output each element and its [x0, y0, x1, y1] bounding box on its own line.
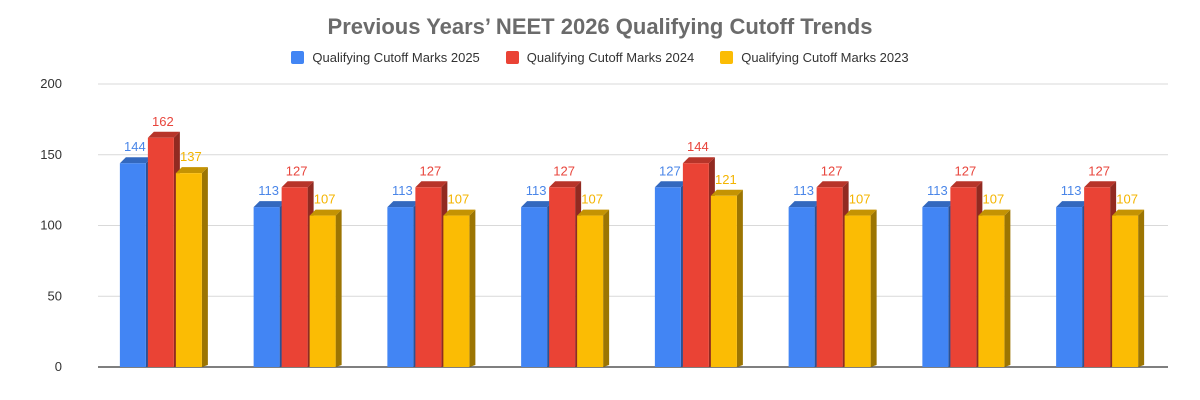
bar-2024	[682, 163, 709, 367]
legend-item-2024: Qualifying Cutoff Marks 2024	[505, 50, 695, 65]
legend-label-2023: Qualifying Cutoff Marks 2023	[741, 50, 909, 65]
data-label-2023: 107	[581, 192, 603, 207]
bar-2025	[1056, 207, 1083, 367]
bar-2023	[1112, 215, 1139, 367]
bar-side-2023	[603, 209, 610, 367]
bar-side-2023	[1004, 209, 1011, 367]
data-label-2023: 107	[448, 192, 470, 207]
data-label-2023: 137	[180, 149, 202, 164]
bar-side-2023	[1138, 209, 1145, 367]
bar-top-2025	[253, 201, 286, 208]
data-label-2025: 144	[124, 139, 146, 154]
legend-swatch-2025	[291, 51, 305, 64]
data-label-2025: 113	[392, 183, 413, 198]
data-label-2024: 127	[286, 163, 308, 178]
y-tick-label: 100	[40, 218, 62, 233]
bar-2023	[978, 215, 1005, 367]
data-label-2024: 127	[420, 163, 442, 178]
bar-2025	[119, 163, 146, 367]
data-label-2025: 113	[526, 183, 547, 198]
bar-top-2024	[281, 181, 314, 188]
bar-top-2023	[710, 189, 743, 196]
bar-2024	[281, 187, 308, 367]
bar-2024	[1084, 187, 1111, 367]
data-label-2024: 127	[955, 163, 977, 178]
bar-2025	[922, 207, 949, 367]
legend-item-2023: Qualifying Cutoff Marks 2023	[720, 50, 909, 65]
bar-top-2024	[1084, 181, 1117, 188]
data-label-2023: 107	[849, 192, 871, 207]
bar-top-2023	[443, 209, 476, 216]
bar-top-2024	[147, 131, 180, 138]
data-label-2025: 113	[1061, 183, 1082, 198]
bar-2024	[147, 137, 174, 367]
bar-2023	[577, 215, 604, 367]
bar-2025	[654, 187, 681, 367]
bar-top-2024	[415, 181, 448, 188]
legend-swatch-2024	[505, 51, 519, 64]
bar-2025	[521, 207, 548, 367]
data-label-2024: 127	[1088, 163, 1110, 178]
chart-legend: Qualifying Cutoff Marks 2025 Qualifying …	[0, 50, 1200, 65]
legend-label-2024: Qualifying Cutoff Marks 2024	[526, 50, 695, 65]
bar-top-2024	[950, 181, 983, 188]
data-label-2023: 107	[983, 192, 1005, 207]
bar-side-2023	[736, 189, 743, 367]
y-tick-label: 150	[40, 147, 62, 162]
bar-top-2024	[816, 181, 849, 188]
data-label-2023: 107	[1116, 192, 1138, 207]
bar-2025	[387, 207, 414, 367]
data-label-2025: 113	[927, 183, 948, 198]
bar-2023	[309, 215, 336, 367]
bar-2023	[844, 215, 871, 367]
bar-2025	[788, 207, 815, 367]
bar-side-2023	[201, 167, 208, 367]
bar-top-2025	[119, 157, 152, 164]
legend-item-2025: Qualifying Cutoff Marks 2025	[291, 50, 480, 65]
legend-label-2025: Qualifying Cutoff Marks 2025	[312, 50, 480, 65]
data-label-2023: 107	[314, 192, 336, 207]
y-tick-label: 0	[55, 359, 62, 374]
legend-swatch-2023	[720, 51, 734, 64]
data-label-2025: 113	[258, 183, 279, 198]
bar-top-2025	[521, 201, 554, 208]
bar-2023	[710, 195, 737, 367]
data-label-2025: 127	[659, 163, 681, 178]
bar-top-2025	[654, 181, 687, 188]
data-label-2024: 127	[821, 163, 843, 178]
bar-top-2023	[1112, 209, 1145, 216]
data-label-2024: 144	[687, 139, 709, 154]
bar-side-2023	[335, 209, 342, 367]
bar-side-2023	[469, 209, 476, 367]
data-label-2023: 121	[715, 172, 737, 187]
bar-2024	[549, 187, 576, 367]
bar-top-2023	[577, 209, 610, 216]
chart-title: Previous Years’ NEET 2026 Qualifying Cut…	[327, 14, 873, 39]
data-label-2025: 113	[793, 183, 814, 198]
bar-2025	[253, 207, 280, 367]
bar-top-2023	[309, 209, 342, 216]
bar-top-2023	[844, 209, 877, 216]
bar-top-2025	[788, 201, 821, 208]
bar-top-2023	[978, 209, 1011, 216]
y-tick-label: 200	[40, 76, 62, 91]
bar-top-2024	[549, 181, 582, 188]
bar-top-2025	[387, 201, 420, 208]
bar-top-2025	[1056, 201, 1089, 208]
bar-top-2023	[175, 167, 208, 174]
bar-2024	[950, 187, 977, 367]
bar-side-2023	[870, 209, 877, 367]
bar-top-2024	[682, 157, 715, 164]
bar-2023	[175, 173, 202, 367]
data-label-2024: 127	[553, 163, 575, 178]
bar-2024	[816, 187, 843, 367]
bar-top-2025	[922, 201, 955, 208]
bar-2023	[443, 215, 470, 367]
bar-2024	[415, 187, 442, 367]
y-tick-label: 50	[48, 288, 62, 303]
data-label-2024: 162	[152, 114, 174, 129]
